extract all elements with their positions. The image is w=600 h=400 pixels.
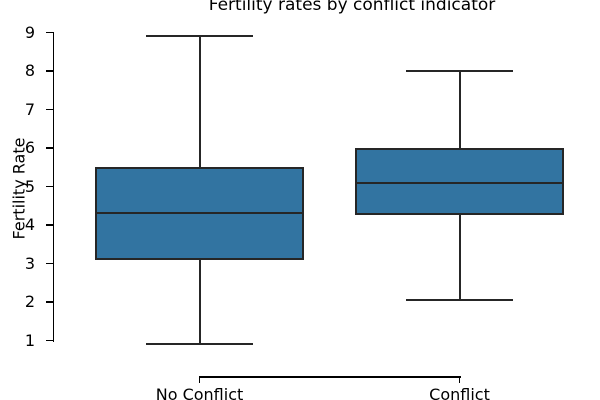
y-tick-mark xyxy=(46,339,53,342)
y-axis-spine xyxy=(52,31,55,342)
x-axis-spine xyxy=(198,376,461,378)
y-tick-label: 4 xyxy=(24,215,35,234)
y-tick-label: 2 xyxy=(24,292,35,311)
y-tick-mark xyxy=(46,31,53,34)
y-tick-label: 8 xyxy=(24,61,35,80)
x-tick-label: No Conflict xyxy=(155,385,244,400)
whisker-upper-line xyxy=(458,71,461,148)
median-line xyxy=(95,212,304,215)
y-tick-mark xyxy=(46,70,53,72)
x-tick-label: Conflict xyxy=(429,385,490,400)
x-tick-mark xyxy=(458,376,461,383)
y-tick-label: 1 xyxy=(24,330,35,350)
whisker-lower-line xyxy=(198,259,201,345)
y-tick-mark xyxy=(46,185,53,188)
y-tick-label: 5 xyxy=(24,176,35,196)
chart-title: Fertility rates by conflict indicator xyxy=(208,0,496,15)
whisker-upper-line xyxy=(198,36,201,168)
y-tick-mark xyxy=(46,262,53,265)
y-tick-mark xyxy=(46,224,53,226)
y-tick-mark xyxy=(46,301,53,303)
x-tick-mark xyxy=(198,376,201,383)
y-tick-label: 9 xyxy=(24,22,35,42)
whisker-upper-cap xyxy=(406,70,513,72)
whisker-lower-line xyxy=(458,215,461,301)
whisker-lower-cap xyxy=(146,343,253,346)
whisker-upper-cap xyxy=(146,35,253,38)
y-tick-label: 6 xyxy=(24,138,35,157)
y-tick-label: 3 xyxy=(24,253,35,273)
whisker-lower-cap xyxy=(406,299,513,302)
median-line xyxy=(355,181,564,184)
y-tick-mark xyxy=(46,108,53,111)
y-tick-mark xyxy=(46,147,53,149)
y-tick-label: 7 xyxy=(24,99,35,119)
